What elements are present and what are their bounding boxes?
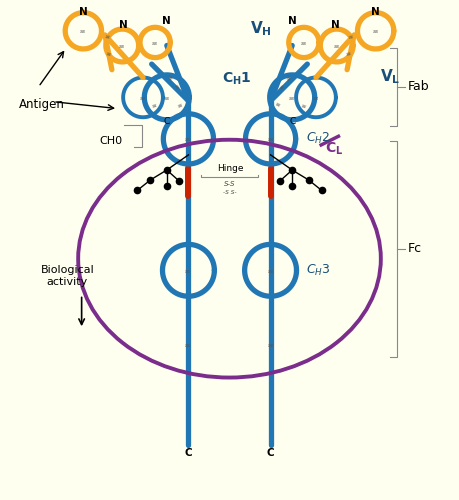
Text: ss: ss [285, 74, 293, 82]
Text: N: N [331, 20, 340, 30]
Text: ss: ss [80, 29, 86, 34]
Text: C: C [267, 448, 274, 458]
Text: C: C [185, 448, 192, 458]
Text: ss: ss [185, 137, 191, 142]
Text: ss: ss [313, 96, 319, 100]
Text: $C_H 2$: $C_H 2$ [307, 132, 331, 146]
Text: ss: ss [105, 34, 111, 40]
Text: N: N [79, 7, 88, 17]
Text: Antigen: Antigen [18, 98, 64, 111]
Text: Hinge: Hinge [217, 164, 244, 173]
Text: ss: ss [140, 96, 146, 100]
Text: ss: ss [185, 342, 191, 347]
Text: ss: ss [119, 44, 125, 49]
Text: ss: ss [268, 137, 274, 142]
Text: ss: ss [347, 51, 353, 58]
Text: ss: ss [164, 96, 170, 100]
Text: ss: ss [166, 74, 174, 82]
Text: ss: ss [279, 84, 286, 90]
Text: ss: ss [185, 268, 191, 274]
Text: $\mathbf{C_L}$: $\mathbf{C_L}$ [325, 141, 343, 158]
Text: ss: ss [152, 103, 158, 109]
Text: N: N [119, 20, 128, 30]
Text: ss: ss [301, 41, 307, 46]
Text: ss: ss [274, 102, 281, 108]
Text: ss: ss [301, 103, 307, 109]
Text: N: N [162, 16, 171, 26]
Text: ss: ss [373, 29, 379, 34]
Text: $\mathbf{V_L}$: $\mathbf{V_L}$ [380, 68, 401, 86]
Text: N: N [371, 7, 380, 17]
Text: C: C [164, 117, 170, 126]
Text: ss: ss [268, 342, 274, 347]
Text: ss: ss [289, 96, 295, 100]
Text: $C_H 3$: $C_H 3$ [307, 263, 331, 278]
Text: $\mathbf{V_H}$: $\mathbf{V_H}$ [250, 19, 272, 38]
Text: ss: ss [268, 268, 274, 274]
Text: S-S: S-S [224, 181, 235, 187]
Text: ss: ss [173, 84, 180, 90]
Text: Fab: Fab [408, 80, 429, 94]
Text: ss: ss [348, 34, 354, 40]
Text: C: C [289, 117, 295, 126]
Text: ss: ss [178, 102, 185, 108]
Text: ss: ss [152, 41, 158, 46]
Text: CH0: CH0 [99, 136, 122, 145]
Text: -S S-: -S S- [223, 190, 236, 195]
Text: ss: ss [106, 51, 112, 58]
Text: N: N [288, 16, 297, 26]
Text: ss: ss [334, 44, 340, 49]
Text: $\mathbf{C_H}$$\mathbf{1}$: $\mathbf{C_H}$$\mathbf{1}$ [223, 70, 252, 86]
Text: Fc: Fc [408, 242, 422, 255]
Text: Biological
activity: Biological activity [40, 265, 94, 286]
